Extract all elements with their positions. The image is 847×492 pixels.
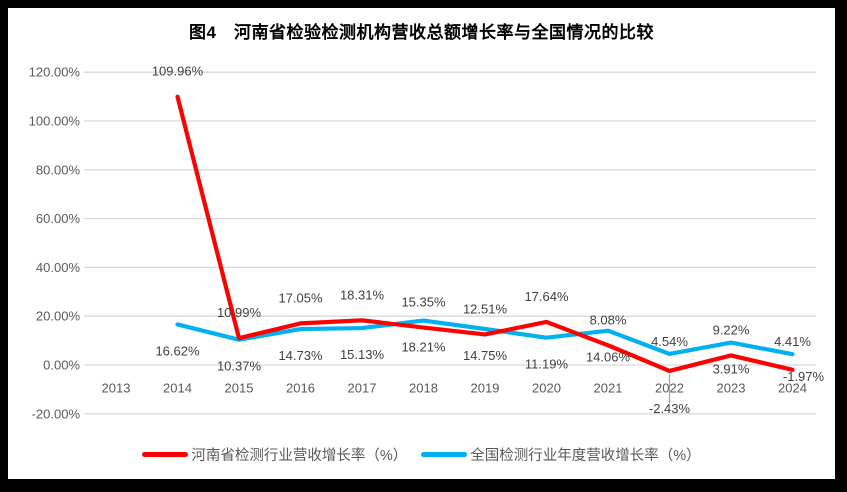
legend-label-henan: 河南省检测行业营收增长率（%）	[191, 448, 408, 464]
x-axis-tick-label: 2017	[348, 381, 377, 396]
data-label: -1.97%	[783, 369, 825, 384]
data-label: 16.62%	[155, 343, 200, 358]
x-axis-tick-label: 2014	[163, 381, 192, 396]
legend-item-henan: 河南省检测行业营收增长率（%）	[142, 444, 407, 465]
data-label: 12.51%	[463, 301, 508, 316]
y-axis-tick-label: 120.00%	[29, 65, 81, 80]
x-axis-tick-label: 2021	[594, 381, 623, 396]
x-axis-tick-label: 2013	[102, 381, 131, 396]
x-axis-tick-label: 2020	[532, 381, 561, 396]
series-line-national	[175, 318, 795, 357]
data-label: 17.64%	[524, 289, 569, 304]
x-axis-tick-label: 2016	[286, 381, 315, 396]
data-label: 4.54%	[651, 334, 688, 349]
data-label: 17.05%	[278, 290, 323, 305]
x-axis-tick-label: 2019	[471, 381, 500, 396]
data-label: 14.06%	[586, 350, 631, 365]
data-label: 15.35%	[401, 295, 446, 310]
data-label: 18.31%	[340, 287, 385, 302]
data-label: 3.91%	[713, 361, 750, 376]
y-axis-tick-label: 20.00%	[36, 309, 81, 324]
y-axis-tick-label: 0.00%	[43, 358, 80, 373]
legend-label-national: 全国检测行业年度营收增长率（%）	[470, 448, 701, 464]
data-label: 15.13%	[340, 347, 385, 362]
data-label: 18.21%	[401, 340, 446, 355]
data-label: 11.19%	[525, 357, 569, 372]
y-axis-tick-label: -20.00%	[32, 406, 81, 421]
data-label: 4.41%	[774, 334, 811, 349]
legend-red-line-icon	[142, 452, 189, 457]
legend-item-national: 全国检测行业年度营收增长率（%）	[421, 444, 701, 465]
y-axis-tick-label: 80.00%	[36, 162, 81, 177]
data-label: 14.75%	[463, 348, 508, 363]
chart-title: 图4 河南省检验检测机构营收总额增长率与全国情况的比较	[189, 23, 654, 42]
y-axis-tick-label: 60.00%	[36, 211, 81, 226]
y-axis-tick-label: 100.00%	[29, 114, 81, 129]
line-chart: 120.00% 100.00% 80.00% 60.00% 40.00% 20.00% 0.…	[29, 64, 825, 422]
y-axis-tick-label: 40.00%	[36, 260, 81, 275]
x-axis-tick-label: 2024	[778, 381, 807, 396]
data-label: 10.37%	[217, 359, 262, 374]
data-label: 10.99%	[217, 305, 262, 320]
data-label: 109.96%	[152, 64, 204, 79]
chart-canvas: 图4 河南省检验检测机构营收总额增长率与全国情况的比较 120.00% 100.0…	[8, 8, 835, 479]
chart-legend: 河南省检测行业营收增长率（%） 全国检测行业年度营收增长率（%）	[8, 444, 835, 465]
legend-blue-line-icon	[421, 452, 468, 457]
data-label: 14.73%	[278, 348, 323, 363]
data-label: 9.22%	[713, 323, 750, 338]
data-label: -2.43%	[649, 401, 691, 416]
x-axis-tick-label: 2023	[717, 381, 746, 396]
x-axis-tick-label: 2015	[225, 381, 254, 396]
x-axis-tick-label: 2018	[409, 381, 438, 396]
data-label: 8.08%	[590, 312, 627, 327]
series-line-henan	[175, 94, 795, 374]
